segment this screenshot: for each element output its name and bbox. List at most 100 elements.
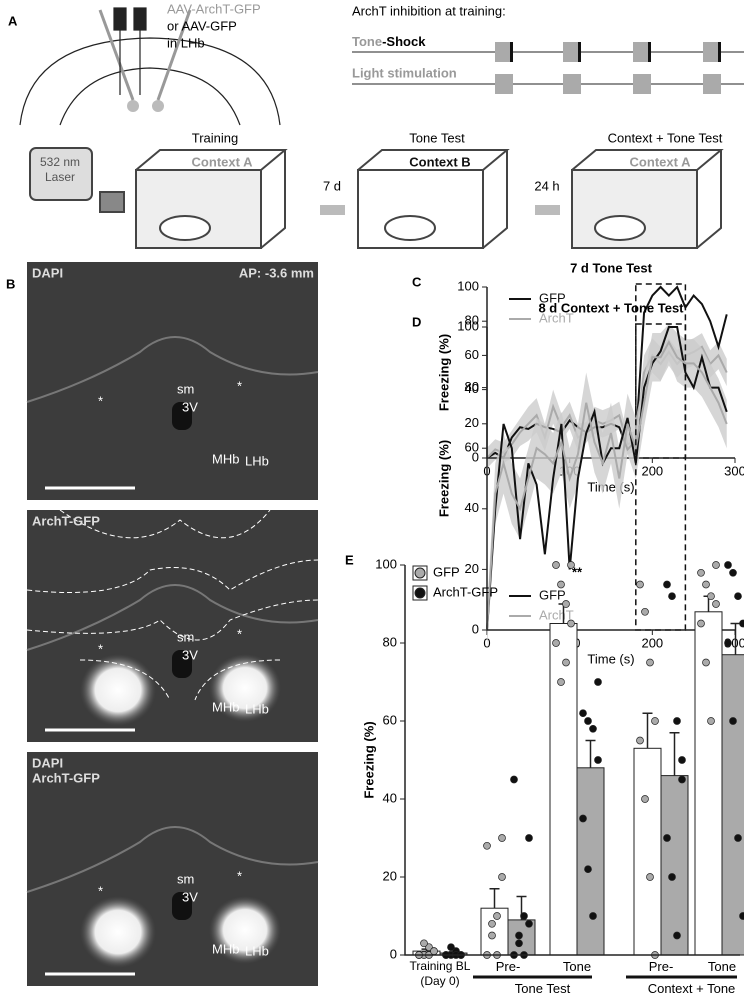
ap-label: AP: -3.6 mm [239,265,314,280]
data-point [567,619,575,628]
chart-title: 8 d Context + Tone Test [538,300,684,315]
context-label: Context A [192,154,254,169]
data-point [488,931,496,940]
stain-label: DAPI [32,755,63,770]
fluorescence [209,654,281,722]
marker: * [237,378,242,393]
region-label: LHb [245,453,269,468]
x-tick-label: 300 [724,635,744,650]
panel-label: C [412,274,422,289]
y-tick-label: 100 [457,318,479,333]
virus-alt-label: or AAV-GFP [167,18,237,33]
data-point [589,724,597,733]
marker: * [237,868,242,883]
data-point [641,607,649,616]
region-label: LHb [245,701,269,716]
context-label: Context B [409,154,470,169]
data-point [584,717,592,725]
region-label: in LHb [167,35,205,50]
ventricle [172,892,192,920]
data-point [697,568,705,577]
region-label: 3V [182,399,198,414]
legend-label: ArchT-GFP [433,584,498,599]
x-tick-label: Pre- [648,959,674,974]
marker: * [98,883,103,898]
data-point [483,841,491,850]
legend-label: GFP [539,290,566,305]
behavior-schematic [29,147,724,249]
protocol-title: ArchT inhibition at training: [352,3,506,18]
sem-band [487,323,727,649]
light-label: Light stimulation [352,65,457,80]
data-point [702,658,710,667]
panel-label: D [412,314,421,329]
y-tick-label: 20 [465,415,479,430]
region-label: sm [177,629,194,644]
error-bar [730,622,741,655]
shock-label: -Shock [382,34,426,49]
panel-label: A [8,13,18,28]
y-tick-label: 80 [465,313,479,328]
data-point [493,912,501,920]
data-point [579,814,587,823]
data-point [678,775,686,784]
delay-label: 7 d [323,178,341,193]
region-outline [59,509,271,539]
tissue-contour [26,584,319,651]
data-point [557,678,565,686]
x-axis-label: Time (s) [587,651,634,666]
panel-label: B [6,276,15,291]
data-point [488,919,496,928]
data-point [498,873,506,881]
marker: * [237,626,242,641]
data-point [525,919,533,928]
histology-image [27,262,318,500]
x-tick-label: 200 [641,463,663,478]
data-point [579,709,587,718]
x-tick-label: Training BL (Day 0) [409,959,471,988]
legend-swatch [414,587,426,599]
data-point [562,658,570,667]
data-point [594,678,602,686]
data-point [520,912,528,920]
legend-label: ArchT [539,607,574,622]
protocol-tone: Tone-Shock [352,34,426,49]
stain-label: DAPI [32,265,63,280]
y-tick-label: 60 [465,440,479,455]
ventricle [172,650,192,678]
region-label: MHb [212,941,239,956]
data-point [646,658,654,667]
data-point [646,873,654,881]
data-point [636,580,644,589]
stage-title: Training [192,130,238,145]
data-point [562,600,570,608]
y-tick-label: 100 [457,278,479,293]
y-tick-label: 0 [390,946,397,961]
data-point [557,580,565,589]
panel-label: E [345,552,354,567]
data-point [724,639,732,647]
x-axis-label: Time (s) [587,479,634,494]
bar [660,775,689,956]
error-bar [669,731,680,776]
ventricle [172,402,192,430]
data-point [663,580,671,589]
histology-image [27,752,318,986]
data-point [707,592,715,601]
data-point [425,943,433,952]
protocol-diagram [352,42,744,94]
virus-label: AAV-ArchT-GFP [167,1,261,16]
data-point [636,736,644,745]
region-label: LHb [245,943,269,958]
context-label: Context A [630,154,692,169]
data-point [552,561,560,569]
y-tick-label: 80 [383,634,397,649]
region-label: sm [177,381,194,396]
y-axis-label: Freezing (%) [436,334,451,411]
data-point [739,619,744,628]
tissue-contour [26,826,319,893]
legend-swatch [412,565,428,581]
bar [694,611,723,956]
data-point [515,939,523,948]
